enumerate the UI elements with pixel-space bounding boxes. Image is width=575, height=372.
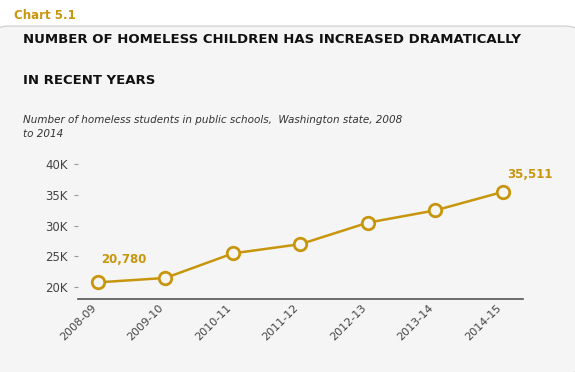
Text: NUMBER OF HOMELESS CHILDREN HAS INCREASED DRAMATICALLY: NUMBER OF HOMELESS CHILDREN HAS INCREASE… bbox=[23, 33, 521, 46]
Text: 20,780: 20,780 bbox=[101, 253, 146, 266]
Text: Number of homeless students in public schools,  Washington state, 2008
to 2014: Number of homeless students in public sc… bbox=[23, 115, 402, 140]
FancyBboxPatch shape bbox=[0, 26, 575, 372]
Text: IN RECENT YEARS: IN RECENT YEARS bbox=[23, 74, 155, 87]
Text: Chart 5.1: Chart 5.1 bbox=[14, 9, 76, 22]
Text: 35,511: 35,511 bbox=[507, 168, 553, 181]
